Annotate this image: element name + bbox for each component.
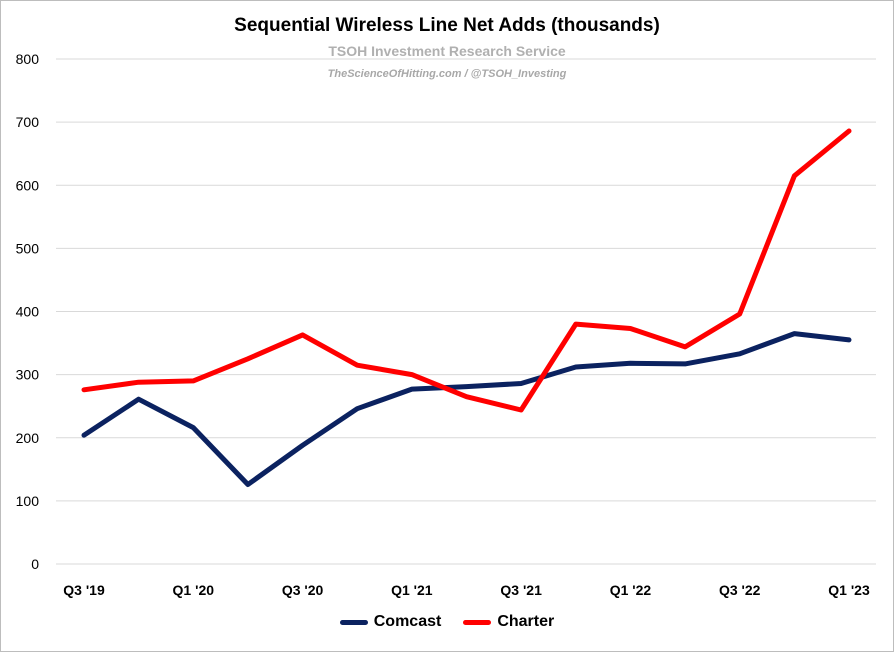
x-tick-label: Q1 '23 (828, 582, 870, 598)
y-tick-label: 200 (16, 430, 40, 446)
y-tick-label: 100 (16, 493, 40, 509)
y-tick-label: 0 (31, 556, 39, 572)
series-line-charter (81, 128, 852, 413)
x-tick-label: Q1 '22 (610, 582, 652, 598)
line-chart: 0 100 200 300 400 500 600 700 800 Q3 '19 Q1 '20 Q3… (16, 51, 876, 598)
y-tick-label: 500 (16, 240, 40, 256)
x-tick-label: Q3 '21 (500, 582, 542, 598)
legend-item-comcast: Comcast (339, 613, 442, 631)
x-tick-label: Q3 '20 (282, 582, 324, 598)
y-tick-label: 300 (16, 367, 40, 383)
series-line-comcast (81, 331, 852, 487)
x-tick-label: Q3 '19 (63, 582, 105, 598)
legend-label-charter: Charter (497, 613, 555, 630)
y-tick-label: 700 (16, 114, 40, 130)
chart-legend: Comcast Charter (1, 613, 893, 631)
legend-label-comcast: Comcast (373, 613, 442, 630)
y-tick-label: 400 (16, 304, 40, 320)
chart-title: Sequential Wireless Line Net Adds (thous… (234, 15, 660, 36)
chart-watermark: TheScienceOfHitting.com / @TSOH_Investin… (321, 68, 573, 80)
x-tick-label: Q1 '21 (391, 582, 433, 598)
legend-swatch-charter (463, 619, 492, 625)
chart-subtitle: TSOH Investment Research Service (321, 43, 573, 59)
legend-item-charter: Charter (463, 613, 554, 631)
legend-swatch-comcast (339, 619, 368, 625)
y-tick-label: 800 (16, 51, 40, 67)
x-tick-label: Q1 '20 (173, 582, 215, 598)
y-tick-label: 600 (16, 177, 40, 193)
x-tick-label: Q3 '22 (719, 582, 761, 598)
